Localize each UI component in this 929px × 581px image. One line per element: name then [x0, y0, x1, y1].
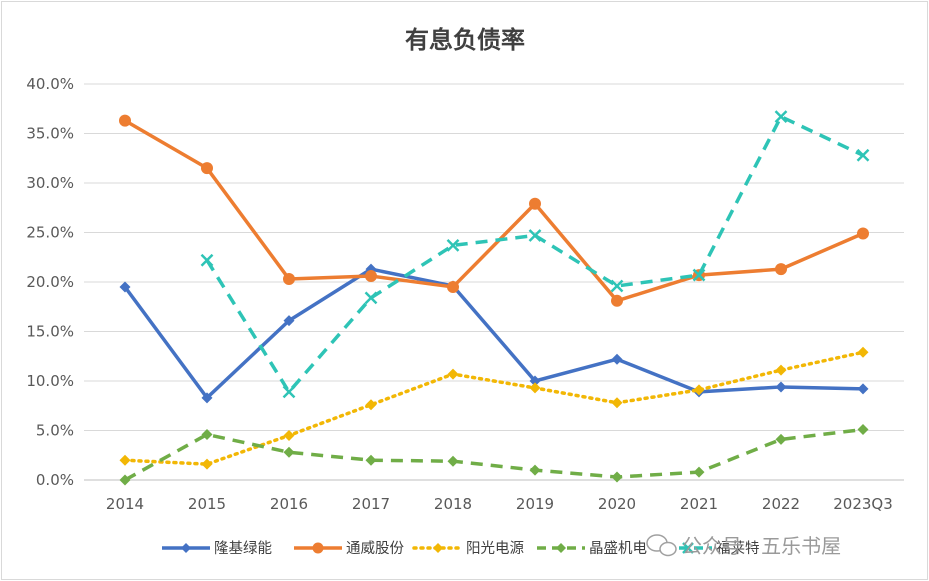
data-point — [283, 429, 295, 441]
series-line — [124, 427, 864, 482]
data-point — [857, 383, 869, 395]
data-point — [200, 253, 214, 267]
data-point — [692, 268, 706, 282]
x-tick-label: 2023Q3 — [833, 495, 893, 513]
data-point — [201, 162, 213, 175]
x-tick-label: 2014 — [106, 495, 144, 513]
data-point — [201, 428, 213, 440]
x-tick-label: 2016 — [270, 495, 308, 513]
y-tick-label: 15.0% — [26, 323, 74, 341]
gridlines — [84, 83, 904, 481]
y-tick-label: 40.0% — [26, 75, 74, 93]
legend-item: 通威股份 — [294, 540, 404, 557]
data-point — [611, 353, 623, 365]
legend-label: 晶盛机电 — [589, 540, 647, 557]
x-tick-label: 2021 — [680, 495, 718, 513]
legend-label: 通威股份 — [346, 540, 404, 557]
y-tick-label: 30.0% — [26, 174, 74, 192]
series-line — [123, 350, 865, 466]
data-point — [775, 364, 787, 376]
series-line — [124, 119, 864, 303]
data-point — [529, 375, 541, 387]
data-point — [201, 458, 213, 470]
series-阳光电源 — [119, 346, 869, 470]
wechat-logo-icon — [646, 534, 677, 557]
y-tick-label: 20.0% — [26, 273, 74, 291]
data-point — [529, 464, 541, 476]
x-tick-label: 2017 — [352, 495, 390, 513]
data-point — [119, 114, 131, 127]
x-tick-label: 2018 — [434, 495, 472, 513]
y-tick-label: 25.0% — [26, 224, 74, 242]
series-layer — [119, 110, 870, 486]
series-隆基绿能 — [119, 263, 869, 404]
data-point — [611, 471, 623, 483]
legend-item: 阳光电源 — [412, 540, 524, 557]
data-point — [283, 446, 295, 458]
legend-label: 隆基绿能 — [214, 540, 272, 557]
series-line — [123, 267, 864, 400]
data-point — [119, 474, 131, 486]
data-point — [447, 368, 459, 380]
y-tick-label: 10.0% — [26, 372, 74, 390]
legend-label: 福莱特 — [716, 540, 760, 557]
series-line — [205, 114, 864, 394]
data-point — [365, 270, 377, 283]
data-point — [775, 263, 787, 276]
y-axis-ticks: 0.0% 5.0% 10.0% 15.0% 20.0% 25.0% 30.0% 35.0% 40… — [26, 75, 74, 489]
watermark: 公众号 · 五乐书屋 — [646, 534, 841, 558]
data-point — [446, 238, 460, 252]
series-晶盛机电 — [119, 424, 869, 486]
data-point — [857, 227, 869, 240]
data-point — [682, 542, 694, 554]
series-通威股份 — [119, 114, 869, 307]
data-point — [447, 280, 459, 293]
data-point — [282, 385, 296, 399]
x-tick-label: 2015 — [188, 495, 226, 513]
watermark-text: 公众号 · 五乐书屋 — [682, 534, 841, 558]
x-tick-label: 2020 — [598, 495, 636, 513]
legend-label: 阳光电源 — [466, 540, 524, 557]
data-point — [433, 543, 443, 553]
legend: 隆基绿能 通威股份 阳光电源 晶盛机电 福莱特 — [162, 540, 760, 557]
data-point — [857, 346, 869, 358]
legend-item: 隆基绿能 — [162, 540, 272, 557]
data-point — [365, 399, 377, 411]
data-point — [556, 543, 566, 553]
y-tick-label: 0.0% — [36, 471, 74, 489]
x-axis-ticks: 2014 2015 2016 2017 2018 2019 2020 2021 2022 2023… — [106, 495, 893, 513]
data-point — [610, 279, 624, 293]
series-福莱特 — [200, 110, 870, 399]
data-point — [775, 381, 787, 393]
data-point — [365, 454, 377, 466]
data-point — [312, 542, 324, 554]
data-point — [283, 315, 295, 327]
x-tick-label: 2019 — [516, 495, 554, 513]
data-point — [528, 229, 542, 242]
data-point — [856, 148, 870, 162]
y-tick-label: 35.0% — [26, 125, 74, 143]
data-point — [447, 455, 459, 467]
data-point — [181, 543, 191, 553]
data-point — [283, 273, 295, 286]
data-point — [201, 392, 213, 404]
data-point — [693, 384, 705, 396]
data-point — [529, 382, 541, 394]
legend-item: 晶盛机电 — [537, 540, 647, 557]
data-point — [119, 454, 131, 466]
data-point — [119, 281, 131, 293]
data-point — [611, 397, 623, 409]
data-point — [774, 110, 788, 124]
data-point — [857, 424, 869, 436]
data-point — [611, 294, 623, 307]
x-tick-label: 2022 — [762, 495, 800, 513]
y-tick-label: 5.0% — [36, 422, 74, 440]
data-point — [529, 197, 541, 210]
chart-title: 有息负债率 — [405, 26, 525, 54]
data-point — [775, 433, 787, 445]
data-point — [693, 466, 705, 478]
data-point — [364, 291, 378, 305]
